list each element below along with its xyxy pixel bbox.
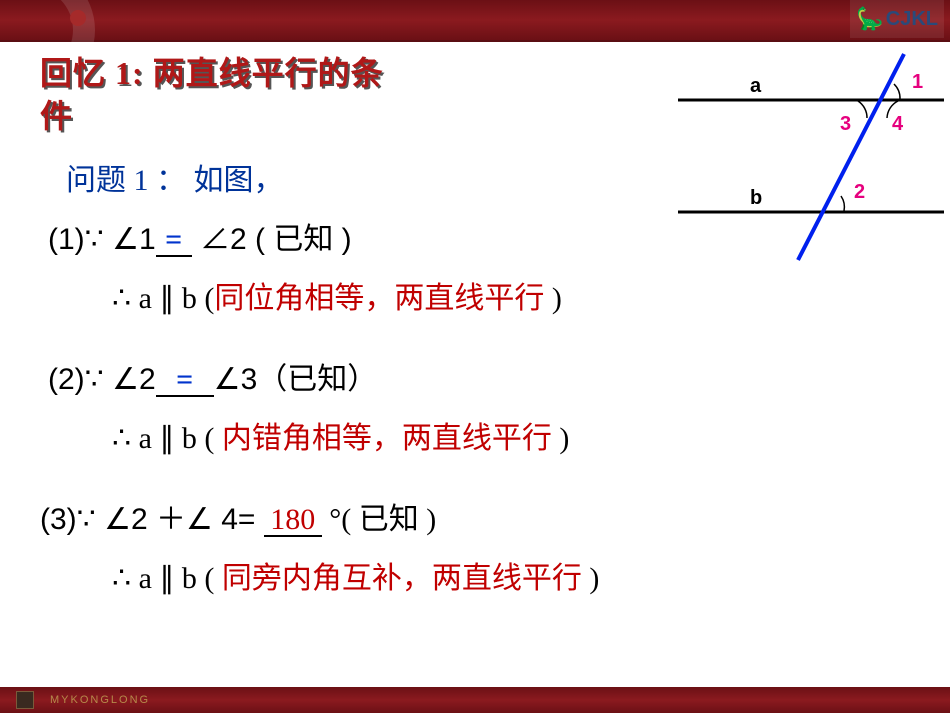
- proof-3-conclusion: ∴ a ∥ b ( 同旁内角互补，两直线平行 ): [112, 550, 920, 607]
- p1b-reason: 同位角相等，两直线平行: [214, 282, 544, 315]
- p2b-close: ): [552, 422, 570, 455]
- geometry-diagram: a b 1 3 4 2: [668, 46, 950, 266]
- header-bar: 🦕 CJKL: [0, 0, 950, 42]
- label-a: a: [750, 75, 762, 97]
- p2-post: （已知）: [257, 363, 377, 396]
- transversal-line: [798, 54, 904, 260]
- p1b-pre: ∴ a ∥ b (: [112, 282, 214, 315]
- angle-label-2: 2: [854, 181, 865, 203]
- logo-text: CJKL: [886, 8, 938, 31]
- footer-text: MYKONGLONG: [50, 694, 150, 706]
- angle-label-1: 1: [912, 71, 923, 93]
- p2-blank-line: =: [156, 365, 214, 397]
- angle2-arc: [841, 196, 844, 211]
- p3b-pre: ∴ a ∥ b (: [112, 562, 222, 595]
- spacer-1: [40, 329, 920, 351]
- title-line-1: 回忆 1: 两直线平行的条: [40, 55, 384, 91]
- proof-2-conclusion: ∴ a ∥ b ( 内错角相等，两直线平行 ): [112, 410, 920, 467]
- diagram-svg: a b 1 3 4 2: [668, 46, 950, 266]
- p2b-reason: 内错角相等，两直线平行: [222, 422, 552, 455]
- p3-blank-answer: 180: [264, 505, 322, 537]
- proof-2-premise: (2)∵ ∠2 = ∠3（已知）: [48, 351, 920, 408]
- p2b-pre: ∴ a ∥ b (: [112, 422, 222, 455]
- header-dot-decoration: [70, 10, 86, 26]
- footer-icon: [16, 691, 34, 709]
- proof-3-premise: (3)∵ ∠2 ＋∠ 4= 180 °( 已知 ): [40, 491, 920, 548]
- p3b-close: ): [582, 562, 600, 595]
- dinosaur-icon: 🦕: [856, 6, 883, 32]
- label-b: b: [750, 187, 762, 209]
- angle-label-4: 4: [892, 113, 904, 135]
- p1-post: ∠2 ( 已知 ): [192, 223, 352, 256]
- brand-logo: 🦕 CJKL: [850, 0, 944, 38]
- p2-mid: ∠3: [214, 363, 258, 396]
- p2-blank-answer: =: [176, 363, 193, 396]
- angle3-arc: [858, 101, 867, 118]
- p1-pre: (1)∵ ∠1: [48, 223, 156, 256]
- p3-pre: (3)∵ ∠2 ＋∠ 4=: [40, 503, 264, 536]
- footer-bar: MYKONGLONG: [0, 687, 950, 713]
- slide-content: 回忆 1: 两直线平行的条 件 a b 1 3 4 2 问题 1 ： 如图， (…: [0, 42, 950, 607]
- p2-pre: (2)∵ ∠2: [48, 363, 156, 396]
- angle1-arc: [894, 84, 900, 99]
- p3b-reason: 同旁内角互补，两直线平行: [222, 562, 582, 595]
- angle-label-3: 3: [840, 113, 851, 135]
- proof-1-conclusion: ∴ a ∥ b (同位角相等，两直线平行 ): [112, 270, 920, 327]
- p3-post: °( 已知 ): [322, 503, 436, 536]
- p1-blank-answer: =: [156, 225, 192, 257]
- p1b-close: ): [544, 282, 562, 315]
- spacer-2: [40, 469, 920, 491]
- title-line-2: 件: [40, 98, 73, 134]
